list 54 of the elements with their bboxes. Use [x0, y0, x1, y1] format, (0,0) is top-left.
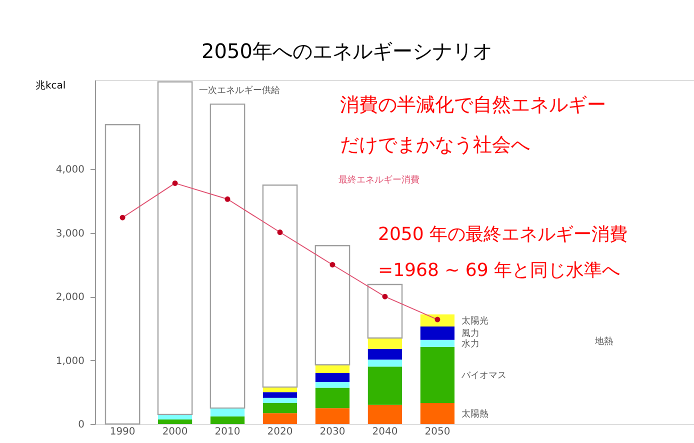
bar [315, 382, 350, 388]
bar [420, 326, 455, 340]
text: 最終エネルギー消費 [338, 174, 420, 186]
bar [262, 392, 298, 398]
bar [314, 245, 350, 366]
bar [157, 81, 193, 416]
bar [210, 104, 246, 409]
series-label: 水力 [461, 338, 480, 350]
annotation: 消費の半減化で自然エネルギー [340, 94, 606, 116]
series-label: 太陽光 [461, 315, 488, 326]
bar [420, 346, 455, 403]
bar [420, 402, 455, 424]
bar [420, 314, 455, 327]
bar [262, 184, 298, 388]
x-tick-label: 2040 [372, 426, 398, 438]
x-tick-label: 2050 [424, 426, 450, 438]
x-tick-label: 2010 [214, 426, 240, 438]
bar [367, 284, 403, 339]
series-label: バイオマス [460, 370, 506, 381]
x-tick-label: 2030 [320, 426, 346, 438]
bar [315, 388, 350, 408]
bar [262, 402, 298, 414]
bar [368, 360, 402, 367]
x-tick-label: 2020 [267, 426, 293, 438]
bar [104, 124, 140, 425]
bar [368, 348, 402, 360]
bar [368, 338, 402, 349]
y-tick-label: 4,000 [56, 164, 84, 176]
bar [315, 373, 350, 382]
y-tick-label: 1,000 [56, 356, 84, 367]
y-tick-label: 3,000 [56, 228, 84, 240]
series-label: 太陽熱 [461, 408, 488, 420]
bar [368, 404, 402, 424]
x-tick-label: 1990 [110, 426, 136, 438]
bar [315, 364, 350, 374]
y-tick-label: 2,000 [56, 292, 84, 304]
bar [262, 398, 298, 403]
bar [262, 413, 298, 424]
bar [315, 408, 350, 424]
bar [420, 340, 455, 347]
chart-title: 2050年へのエネルギーシナリオ [202, 39, 492, 63]
series-label: 一次エネルギー供給 [199, 84, 280, 96]
bar [210, 408, 245, 416]
y-tick-label: 0 [78, 420, 84, 430]
bar [368, 366, 402, 405]
annotation: 2050 年の最終エネルギー消費 [378, 224, 628, 245]
bar [210, 416, 245, 424]
x-tick-label: 2000 [162, 426, 188, 438]
series-label: 風力 [461, 328, 480, 340]
text: 地熱 [594, 336, 613, 347]
annotation: だけでまかなう社会へ [340, 134, 530, 156]
y-axis-title: 兆kcal [36, 80, 66, 92]
annotation: =1968 ~ 69 年と同じ水準へ [378, 260, 620, 281]
bar [158, 420, 192, 424]
